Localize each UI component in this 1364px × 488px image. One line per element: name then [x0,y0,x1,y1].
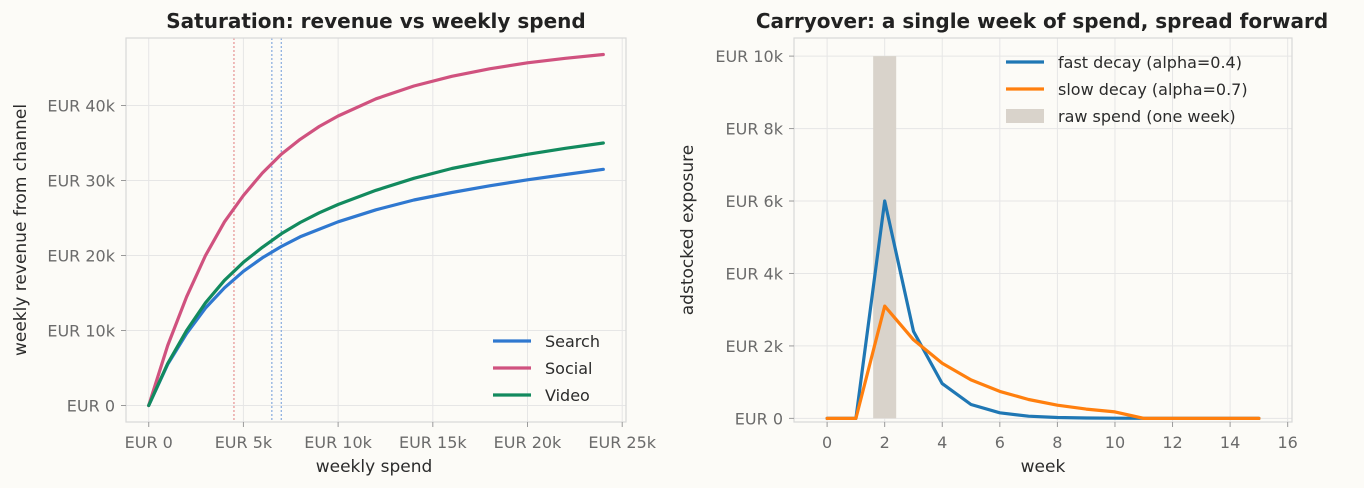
x-tick-label: 12 [1162,433,1182,452]
chart-title-left: Saturation: revenue vs weekly spend [166,9,585,33]
y-tick-label: EUR 6k [726,192,784,211]
x-tick-label: 6 [995,433,1005,452]
x-tick-label: 0 [822,433,832,452]
y-axis-label-left: weekly revenue from channel [11,104,31,356]
plot-frame-right [793,37,1293,423]
y-tick-label: EUR 10k [47,322,115,341]
legend-label-fast-decay-alpha-0-4: fast decay (alpha=0.4) [1058,53,1242,72]
x-tick-label: 8 [1052,433,1062,452]
grid-left [126,38,626,422]
x-axis-label-left: weekly spend [316,457,433,477]
y-tick-label: EUR 8k [726,120,784,139]
y-ticks-left: EUR 0 EUR 10k EUR 20k EUR 30k EUR 40k [47,97,126,416]
y-axis-label-right: adstocked exposure [678,145,698,316]
legend-swatch-raw-spend-one-week [1006,109,1044,123]
y-tick-label: EUR 30k [47,172,115,191]
x-tick-label: 16 [1278,433,1298,452]
y-tick-label: EUR 40k [47,97,115,116]
x-tick-label: 2 [880,433,890,452]
x-ticks-left: EUR 0 EUR 5k EUR 10k EUR 15k EUR 20k EUR 25k [125,422,657,452]
x-axis-label-right: week [1021,457,1066,477]
legend-label-slow-decay-alpha-0-7: slow decay (alpha=0.7) [1058,80,1248,99]
legend-label-video: Video [545,386,590,405]
plot-frame-left [125,37,627,423]
legend-label-search: Search [545,332,600,351]
legend-left: Search Social Video [493,332,600,405]
plot-area-left [126,38,626,422]
series-line-video [147,141,605,408]
x-tick-label: EUR 0 [125,433,173,452]
chart-title-right: Carryover: a single week of spend, sprea… [756,9,1328,33]
series-group-left [147,52,605,408]
y-tick-label: EUR 10k [715,47,783,66]
x-tick-label: 14 [1220,433,1240,452]
y-tick-label: EUR 4k [726,264,784,283]
x-tick-label: EUR 5k [215,433,273,452]
series-group-right [825,199,1261,420]
series-line-social [147,52,605,408]
x-tick-label: EUR 20k [494,433,562,452]
series-line-search [147,167,605,408]
y-tick-label: EUR 0 [67,397,115,416]
legend-label-raw-spend-one-week: raw spend (one week) [1058,107,1236,126]
x-ticks-right: 0 2 4 6 8 10 12 14 16 [822,422,1298,452]
y-tick-label: EUR 0 [735,409,783,428]
y-tick-label: EUR 20k [47,247,115,266]
y-ticks-right: EUR 0 EUR 2k EUR 4k EUR 6k EUR 8k EUR 10k [715,47,794,428]
reference-lines [233,38,282,422]
x-tick-label: 4 [937,433,947,452]
x-tick-label: EUR 15k [399,433,467,452]
x-tick-label: EUR 25k [588,433,656,452]
series-line-slow-decay-alpha-0-7 [825,304,1261,420]
legend-right: fast decay (alpha=0.4) slow decay (alpha=… [1006,53,1248,126]
x-tick-label: 10 [1105,433,1125,452]
x-tick-label: EUR 10k [304,433,372,452]
legend-label-social: Social [545,359,592,378]
saturation-chart: EUR 0 EUR 5k EUR 10k EUR 15k EUR 20k EUR 25k … [11,9,657,477]
y-tick-label: EUR 2k [726,337,784,356]
